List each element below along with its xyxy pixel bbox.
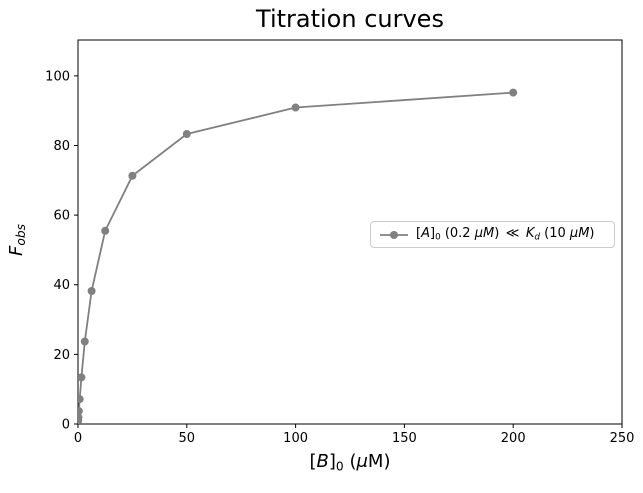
y-tick-label: 0: [62, 418, 70, 433]
y-tick-label: 40: [53, 278, 70, 293]
label-part: ): [494, 226, 506, 242]
label-part: obs: [14, 224, 29, 246]
x-tick-label: 0: [74, 431, 82, 446]
label-part: ]: [429, 226, 436, 242]
label-part: [: [309, 451, 317, 472]
label-part: μM: [474, 226, 495, 242]
label-part: μM: [569, 226, 590, 242]
x-tick-label: 150: [392, 431, 417, 446]
x-tick-label: 250: [610, 431, 635, 446]
legend-entry-label: [A]0 (0.2 μM) ≪ Kd (10 μM): [416, 226, 595, 242]
chart-title: Titration curves: [256, 5, 444, 33]
data-point: [80, 337, 89, 346]
y-tick-label: 60: [53, 209, 70, 224]
y-tick-label: 20: [53, 348, 70, 363]
data-point: [78, 413, 83, 422]
data-point: [78, 373, 86, 382]
label-part: ): [589, 226, 595, 242]
data-point: [78, 407, 83, 416]
x-tick-label: 200: [501, 431, 526, 446]
label-part: [: [416, 226, 422, 242]
y-tick-label: 80: [53, 139, 70, 154]
legend: [A]0 (0.2 μM) ≪ Kd (10 μM): [370, 221, 615, 248]
label-part: (0.2: [440, 226, 475, 242]
data-point: [509, 88, 518, 97]
label-part: M): [367, 451, 391, 472]
label-part: 0: [435, 232, 441, 243]
data-point: [182, 129, 191, 138]
data-point: [78, 395, 84, 404]
label-part: 0: [335, 459, 344, 474]
y-axis-label: Fobs: [6, 224, 28, 256]
data-point: [291, 103, 300, 112]
legend-marker-sample: [380, 230, 408, 239]
label-part: d: [534, 232, 541, 243]
data-point: [87, 287, 96, 296]
x-tick-label: 100: [283, 431, 308, 446]
series-group: [78, 88, 518, 424]
x-axis-label: [B]0 (μM): [78, 451, 622, 473]
y-tick-label: 100: [45, 69, 70, 84]
label-part: μ: [356, 451, 368, 472]
label-part: B: [316, 451, 329, 472]
label-part: K: [525, 226, 535, 242]
label-part: (: [343, 451, 357, 472]
data-point: [101, 226, 110, 235]
label-part: (10: [540, 226, 570, 242]
label-part: ]: [328, 451, 336, 472]
label-part: ≪: [505, 226, 520, 242]
x-tick-label: 50: [179, 431, 196, 446]
data-point: [128, 171, 137, 180]
label-part: A: [421, 226, 430, 242]
label-part: F: [5, 245, 27, 256]
axes-frame: [77, 39, 623, 425]
series-line: [78, 91, 514, 421]
